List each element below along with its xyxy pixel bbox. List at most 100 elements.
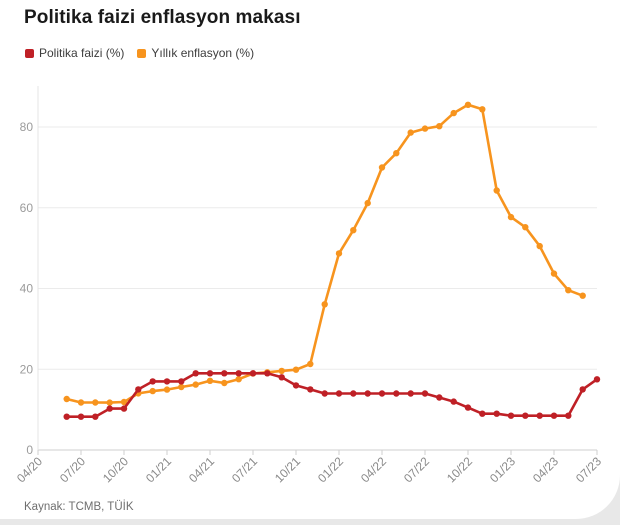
- data-point-politika-faizi: [579, 386, 586, 393]
- svg-text:0: 0: [26, 443, 33, 457]
- data-point-yillik-enflasyon: [163, 386, 171, 393]
- data-point-yillik-enflasyon: [550, 270, 558, 277]
- legend-swatch-orange-icon: [137, 48, 147, 58]
- svg-text:04/20: 04/20: [14, 454, 45, 485]
- data-point-politika-faizi: [479, 410, 486, 417]
- data-point-yillik-enflasyon: [149, 387, 156, 395]
- data-point-yillik-enflasyon: [464, 101, 472, 109]
- data-point-politika-faizi: [292, 382, 300, 389]
- svg-text:04/21: 04/21: [186, 454, 217, 485]
- chart-title: Politika faizi enflasyon makası: [24, 7, 301, 28]
- legend: Politika faizi (%) Yıllık enflasyon (%): [25, 46, 254, 60]
- data-point-yillik-enflasyon: [350, 227, 357, 234]
- svg-text:80: 80: [20, 120, 34, 134]
- svg-text:07/23: 07/23: [573, 454, 604, 485]
- data-point-politika-faizi: [593, 376, 601, 383]
- data-point-politika-faizi: [278, 374, 285, 381]
- data-point-yillik-enflasyon: [522, 224, 529, 231]
- data-point-yillik-enflasyon: [493, 187, 500, 194]
- svg-text:07/20: 07/20: [57, 454, 88, 485]
- svg-text:01/21: 01/21: [143, 454, 174, 485]
- data-point-yillik-enflasyon: [321, 301, 328, 308]
- data-point-politika-faizi: [163, 378, 171, 385]
- legend-label-yillik-enflasyon: Yıllık enflasyon (%): [151, 46, 255, 60]
- series-line-politika-faizi: [65, 371, 599, 419]
- svg-text:04/23: 04/23: [530, 454, 561, 485]
- data-point-politika-faizi: [464, 404, 472, 411]
- svg-text:10/21: 10/21: [272, 454, 303, 485]
- data-point-politika-faizi: [378, 390, 386, 397]
- series-yillik-enflasyon: [63, 101, 586, 406]
- data-point-politika-faizi: [149, 378, 156, 385]
- data-point-yillik-enflasyon: [92, 399, 99, 406]
- series-line-yillik-enflasyon: [65, 103, 585, 404]
- data-point-yillik-enflasyon: [335, 250, 343, 257]
- data-point-yillik-enflasyon: [63, 395, 70, 403]
- data-point-yillik-enflasyon: [77, 399, 85, 406]
- data-point-politika-faizi: [249, 370, 257, 377]
- data-point-yillik-enflasyon: [364, 199, 371, 207]
- data-point-politika-faizi: [536, 412, 543, 419]
- data-point-politika-faizi: [120, 405, 128, 412]
- data-point-yillik-enflasyon: [235, 376, 242, 383]
- y-axis-labels: 0 20 40 60 80: [20, 120, 34, 457]
- data-point-yillik-enflasyon: [192, 381, 199, 388]
- data-point-politika-faizi: [192, 370, 199, 377]
- data-point-yillik-enflasyon: [120, 398, 128, 406]
- data-point-politika-faizi: [106, 405, 113, 412]
- legend-label-politika-faizi: Politika faizi (%): [39, 46, 125, 60]
- svg-text:20: 20: [20, 362, 34, 376]
- data-point-politika-faizi: [307, 386, 314, 393]
- data-point-politika-faizi: [507, 412, 515, 419]
- data-point-politika-faizi: [221, 370, 228, 377]
- data-point-yillik-enflasyon: [292, 366, 300, 373]
- svg-text:01/22: 01/22: [315, 454, 346, 485]
- svg-text:40: 40: [20, 282, 34, 296]
- svg-text:10/22: 10/22: [444, 454, 475, 485]
- data-point-politika-faizi: [321, 390, 328, 397]
- data-point-politika-faizi: [77, 413, 85, 420]
- x-axis-ticks: [37, 450, 598, 455]
- legend-item-politika-faizi: Politika faizi (%): [25, 46, 124, 60]
- svg-text:10/20: 10/20: [100, 454, 131, 485]
- data-point-politika-faizi: [206, 370, 214, 377]
- data-point-yillik-enflasyon: [579, 292, 586, 299]
- legend-swatch-red-icon: [25, 48, 34, 58]
- legend-item-yillik-enflasyon: Yıllık enflasyon (%): [137, 46, 254, 60]
- source-note: Kaynak: TCMB, TÜİK: [24, 501, 134, 513]
- data-point-yillik-enflasyon: [106, 399, 113, 406]
- data-point-politika-faizi: [350, 390, 357, 397]
- svg-text:07/21: 07/21: [229, 454, 260, 485]
- data-point-yillik-enflasyon: [206, 377, 214, 384]
- data-point-politika-faizi: [421, 390, 429, 397]
- data-point-yillik-enflasyon: [407, 129, 414, 136]
- data-point-yillik-enflasyon: [565, 287, 572, 294]
- data-point-yillik-enflasyon: [378, 164, 386, 171]
- data-point-politika-faizi: [565, 412, 572, 419]
- data-point-politika-faizi: [92, 413, 99, 420]
- data-point-politika-faizi: [335, 390, 343, 397]
- data-point-yillik-enflasyon: [436, 123, 443, 130]
- data-point-politika-faizi: [364, 390, 371, 397]
- data-point-politika-faizi: [450, 398, 457, 405]
- data-point-yillik-enflasyon: [393, 150, 400, 157]
- gridlines: [38, 126, 597, 451]
- data-point-yillik-enflasyon: [536, 242, 543, 250]
- data-point-yillik-enflasyon: [307, 360, 314, 368]
- data-point-yillik-enflasyon: [278, 367, 285, 375]
- data-point-politika-faizi: [522, 412, 529, 419]
- data-point-politika-faizi: [493, 410, 500, 417]
- data-point-politika-faizi: [436, 394, 443, 401]
- data-point-yillik-enflasyon: [450, 109, 457, 117]
- data-point-politika-faizi: [407, 390, 414, 397]
- svg-text:01/23: 01/23: [487, 454, 518, 485]
- data-point-politika-faizi: [550, 412, 558, 419]
- data-point-yillik-enflasyon: [178, 383, 185, 391]
- svg-text:60: 60: [20, 201, 34, 215]
- data-point-yillik-enflasyon: [507, 213, 515, 221]
- data-point-yillik-enflasyon: [221, 379, 228, 387]
- data-point-yillik-enflasyon: [421, 125, 429, 132]
- data-point-politika-faizi: [393, 390, 400, 397]
